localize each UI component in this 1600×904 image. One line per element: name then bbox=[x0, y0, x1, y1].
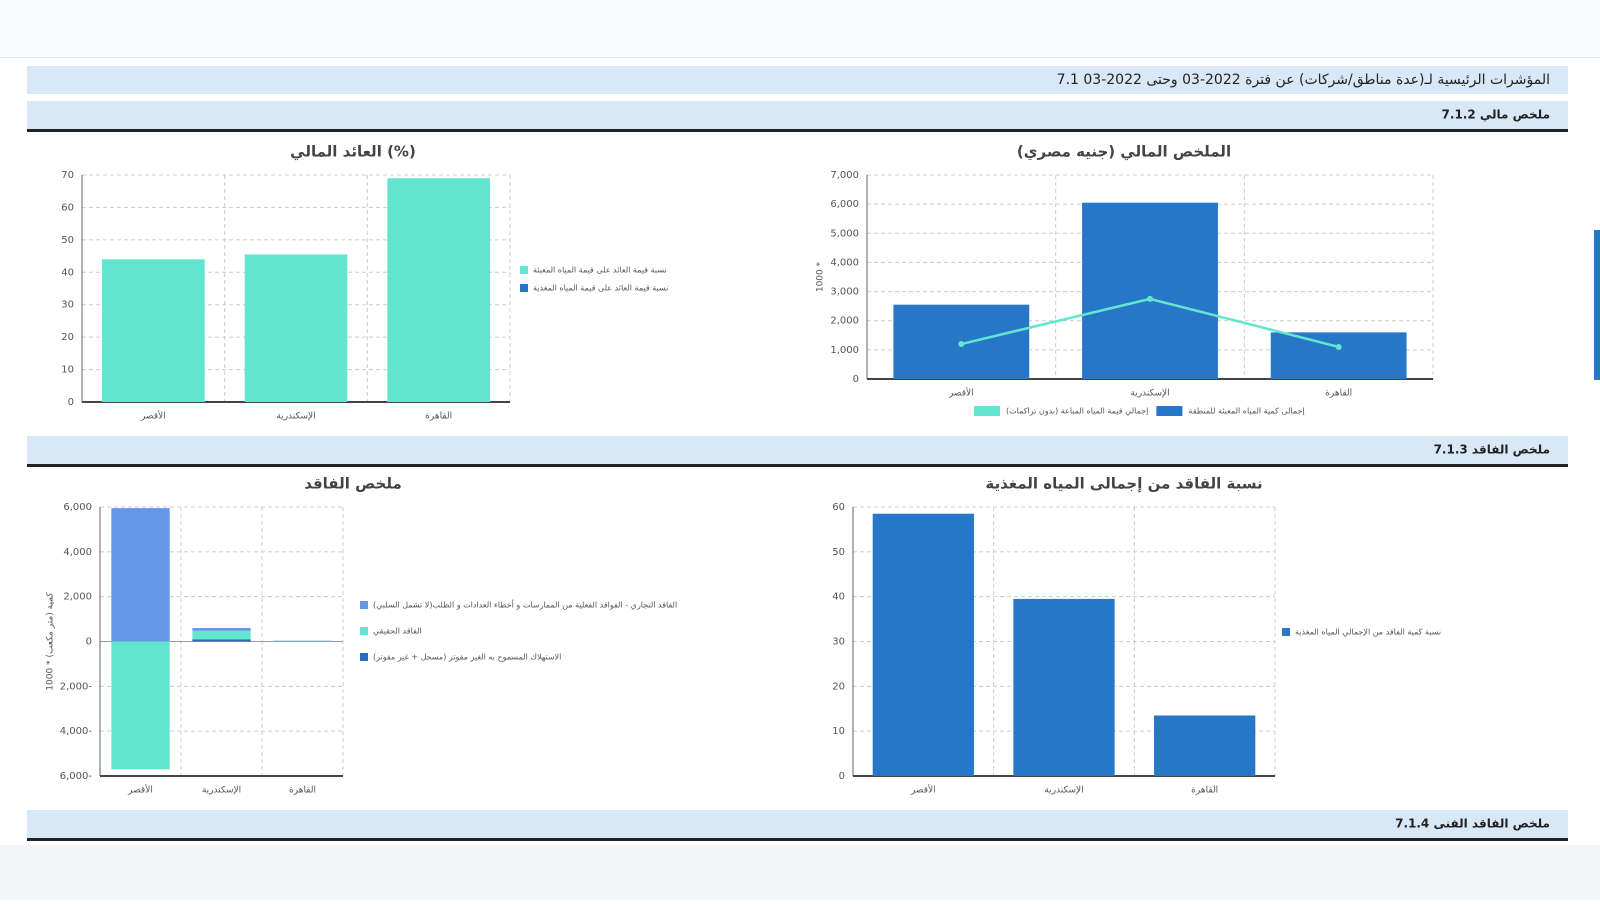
y-tick-label: 1,000 bbox=[830, 345, 859, 356]
section-band bbox=[27, 101, 1568, 129]
header-title: 7.1 المؤشرات الرئيسية لـ(عدة مناطق/شركات… bbox=[1057, 72, 1550, 88]
y-tick-label: 20 bbox=[832, 681, 845, 692]
chart-title: العائد المالي (%) bbox=[290, 143, 416, 161]
section-title: 7.1.4 ملخص الفاقد الفنى bbox=[1395, 817, 1550, 831]
legend-label: نسبة قيمة العائد على قيمة المياه المغذية bbox=[533, 284, 668, 293]
x-tick-label: الإسكندرية bbox=[202, 786, 241, 796]
y-tick-label: 6,000- bbox=[60, 771, 93, 782]
x-tick-label: الأقصر bbox=[140, 410, 166, 422]
footer bbox=[0, 845, 1600, 900]
legend-label: إجمالى كمية المياه المعبئة للمنطقة bbox=[1188, 407, 1304, 417]
legend-swatch bbox=[520, 284, 528, 292]
legend-label: نسبة قيمة العائد على قيمة المياه المعبئة bbox=[533, 266, 667, 275]
chart-title: الملخص المالي (جنيه مصري) bbox=[1017, 143, 1231, 162]
x-tick-label: القاهرة bbox=[1325, 389, 1352, 399]
x-tick-label: القاهرة bbox=[289, 786, 316, 796]
y-tick-label: 60 bbox=[61, 202, 74, 213]
y-tick-label: 0 bbox=[86, 637, 92, 648]
legend-label: نسبة كمية الفاقد من الإجمالي المياه المغ… bbox=[1295, 628, 1441, 638]
y-tick-label: 7,000 bbox=[830, 170, 859, 181]
x-tick-label: الإسكندرية bbox=[276, 412, 315, 422]
x-tick-label: الإسكندرية bbox=[1130, 389, 1169, 399]
x-tick-label: القاهرة bbox=[425, 412, 452, 422]
y-tick-label: 4,000 bbox=[63, 547, 92, 558]
legend-label: الاستهلاك المسموح به الغير مفوتر (مسجل +… bbox=[373, 653, 561, 662]
bar bbox=[192, 631, 250, 640]
section-rule bbox=[27, 129, 1568, 132]
y-tick-label: 0 bbox=[839, 771, 845, 782]
x-tick-label: القاهرة bbox=[1191, 786, 1218, 796]
y-tick-label: 40 bbox=[832, 592, 845, 603]
y-tick-label: 60 bbox=[832, 502, 845, 513]
y-tick-label: 10 bbox=[61, 365, 74, 376]
y-tick-label: 6,000 bbox=[830, 199, 859, 210]
bar bbox=[102, 259, 205, 402]
legend-label: الفاقد التجاري - الفواقد الفعلية من المم… bbox=[373, 600, 677, 610]
bar bbox=[111, 642, 169, 770]
y-tick-label: 30 bbox=[832, 637, 845, 648]
bar bbox=[192, 639, 250, 641]
y-tick-label: 3,000 bbox=[830, 287, 859, 298]
section-rule bbox=[27, 838, 1568, 841]
y-tick-label: 2,000 bbox=[830, 316, 859, 327]
x-tick-label: الأقصر bbox=[910, 784, 936, 796]
bar bbox=[111, 508, 169, 641]
bar bbox=[387, 178, 490, 402]
y-tick-label: 70 bbox=[61, 170, 74, 181]
y-tick-label: 6,000 bbox=[63, 502, 92, 513]
y-tick-label: 4,000- bbox=[60, 726, 93, 737]
legend-swatch bbox=[360, 601, 368, 609]
y-tick-label: 10 bbox=[832, 726, 845, 737]
bar bbox=[1013, 599, 1114, 776]
section-band bbox=[27, 810, 1568, 838]
scrollbar[interactable] bbox=[1594, 230, 1600, 380]
y-tick-label: 0 bbox=[853, 374, 859, 385]
bar bbox=[1154, 715, 1255, 776]
y-axis-label: 1000 * bbox=[816, 261, 826, 292]
y-tick-label: 40 bbox=[61, 267, 74, 278]
line-point bbox=[1147, 296, 1153, 302]
bar bbox=[873, 514, 974, 776]
bar bbox=[192, 628, 250, 631]
y-tick-label: 2,000 bbox=[63, 592, 92, 603]
section-rule bbox=[27, 464, 1568, 467]
chart-title: ملخص الفاقد bbox=[304, 475, 402, 493]
line-point bbox=[958, 341, 964, 347]
legend-label: إجمالي قيمة المياه المباعة (بدون تراكمات… bbox=[1006, 407, 1148, 417]
section-title: 7.1.3 ملخص الفاقد bbox=[1434, 443, 1550, 457]
y-tick-label: 50 bbox=[832, 547, 845, 558]
top-bar bbox=[0, 0, 1600, 57]
section-band bbox=[27, 436, 1568, 464]
y-axis-label: كمية (متر مكعب) * 1000 bbox=[46, 592, 56, 691]
legend-swatch bbox=[360, 627, 368, 635]
bar bbox=[245, 254, 348, 402]
y-tick-label: 2,000- bbox=[60, 681, 93, 692]
legend-swatch bbox=[1156, 406, 1182, 416]
legend-label: الفاقد الحقيقي bbox=[373, 627, 422, 636]
y-tick-label: 30 bbox=[61, 300, 74, 311]
legend-swatch bbox=[520, 266, 528, 274]
line-point bbox=[1336, 344, 1342, 350]
y-tick-label: 50 bbox=[61, 235, 74, 246]
x-tick-label: الإسكندرية bbox=[1044, 786, 1083, 796]
y-tick-label: 4,000 bbox=[830, 257, 859, 268]
legend-swatch bbox=[360, 653, 368, 661]
chart-title: نسبة الفاقد من إجمالى المياه المغذية bbox=[985, 475, 1262, 493]
y-tick-label: 20 bbox=[61, 332, 74, 343]
y-tick-label: 5,000 bbox=[830, 228, 859, 239]
section-title: 7.1.2 ملخص مالي bbox=[1442, 108, 1550, 122]
legend-swatch bbox=[974, 406, 1000, 416]
x-tick-label: الأقصر bbox=[127, 784, 153, 796]
bar bbox=[1082, 203, 1218, 379]
x-tick-label: الأقصر bbox=[948, 387, 974, 399]
y-tick-label: 0 bbox=[68, 397, 74, 408]
legend-swatch bbox=[1282, 628, 1290, 636]
bar bbox=[1271, 332, 1407, 379]
